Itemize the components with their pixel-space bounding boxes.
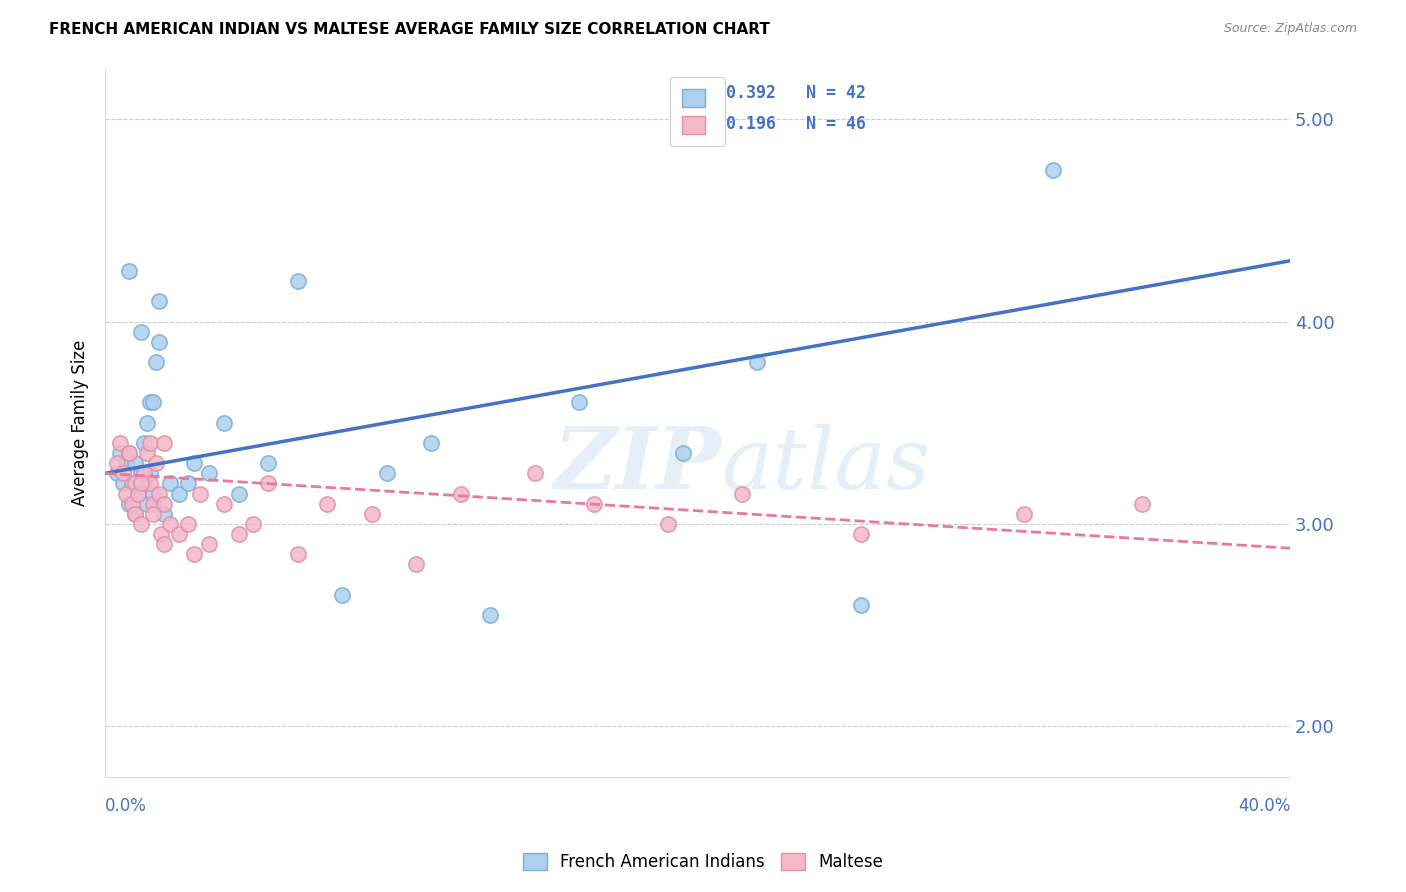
Point (138, 476, 160, 491)
Point (169, 527, 191, 541)
Point (568, 395, 591, 409)
Point (142, 395, 165, 409)
Point (118, 446, 141, 460)
Point (135, 416, 157, 430)
Point (127, 486, 149, 500)
Point (159, 516, 181, 531)
Point (111, 467, 134, 481)
Point (212, 416, 235, 430)
Point (287, 547, 309, 561)
Point (129, 467, 152, 481)
Point (330, 588, 353, 602)
Point (375, 467, 398, 481)
Point (124, 456, 146, 470)
Text: ZIP: ZIP (554, 424, 721, 507)
Point (127, 486, 149, 500)
Point (360, 507, 382, 521)
Point (105, 456, 128, 470)
Point (228, 527, 250, 541)
Text: R =  0.392   N = 42: R = 0.392 N = 42 (676, 84, 866, 102)
Point (138, 436, 160, 450)
Point (657, 516, 679, 531)
Text: 0.0%: 0.0% (105, 797, 148, 815)
Point (287, 274, 309, 288)
Point (212, 497, 235, 511)
Point (153, 537, 176, 551)
Point (118, 497, 141, 511)
Point (257, 456, 280, 470)
Point (132, 467, 155, 481)
Point (124, 476, 146, 491)
Point (145, 355, 167, 369)
Point (129, 476, 152, 491)
Point (672, 446, 695, 460)
Text: 40.0%: 40.0% (1237, 797, 1291, 815)
Point (138, 467, 160, 481)
Point (1130, 497, 1153, 511)
Point (142, 486, 165, 500)
Point (257, 476, 280, 491)
Point (159, 476, 181, 491)
Point (115, 456, 138, 470)
Point (121, 497, 143, 511)
Text: FRENCH AMERICAN INDIAN VS MALTESE AVERAGE FAMILY SIZE CORRELATION CHART: FRENCH AMERICAN INDIAN VS MALTESE AVERAG… (49, 22, 770, 37)
Point (1042, 162, 1064, 177)
Point (169, 486, 191, 500)
Point (177, 516, 200, 531)
Y-axis label: Average Family Size: Average Family Size (72, 340, 89, 506)
Point (118, 446, 141, 460)
Point (142, 507, 165, 521)
Point (150, 527, 173, 541)
Point (405, 558, 427, 572)
Point (177, 476, 200, 491)
Point (316, 497, 339, 511)
Point (849, 598, 872, 612)
Point (121, 476, 143, 491)
Legend: French American Indians, Maltese: French American Indians, Maltese (515, 845, 891, 880)
Point (1012, 507, 1035, 521)
Point (105, 467, 128, 481)
Point (138, 395, 160, 409)
Text: Source: ZipAtlas.com: Source: ZipAtlas.com (1223, 22, 1357, 36)
Point (745, 355, 768, 369)
Point (450, 486, 472, 500)
Point (153, 507, 176, 521)
Point (242, 516, 264, 531)
Point (148, 334, 170, 349)
Text: atlas: atlas (721, 424, 931, 507)
Point (420, 436, 443, 450)
Point (111, 476, 134, 491)
Point (142, 497, 165, 511)
Point (198, 467, 221, 481)
Point (129, 516, 152, 531)
Point (135, 497, 157, 511)
Point (118, 264, 141, 278)
Point (582, 497, 605, 511)
Point (108, 436, 131, 450)
Point (129, 325, 152, 339)
Point (183, 547, 205, 561)
Point (148, 294, 170, 309)
Point (132, 436, 155, 450)
Point (153, 436, 176, 450)
Point (124, 507, 146, 521)
Point (115, 486, 138, 500)
Point (148, 486, 170, 500)
Point (124, 507, 146, 521)
Point (523, 467, 546, 481)
Point (198, 537, 221, 551)
Point (135, 446, 157, 460)
Point (145, 456, 167, 470)
Point (132, 476, 155, 491)
Text: R = -0.196   N = 46: R = -0.196 N = 46 (676, 114, 866, 133)
Point (153, 497, 176, 511)
Point (183, 456, 205, 470)
Point (731, 486, 754, 500)
Point (108, 446, 131, 460)
Legend: , : , (671, 77, 725, 146)
Point (188, 486, 211, 500)
Point (479, 607, 502, 622)
Point (849, 527, 872, 541)
Point (228, 486, 250, 500)
